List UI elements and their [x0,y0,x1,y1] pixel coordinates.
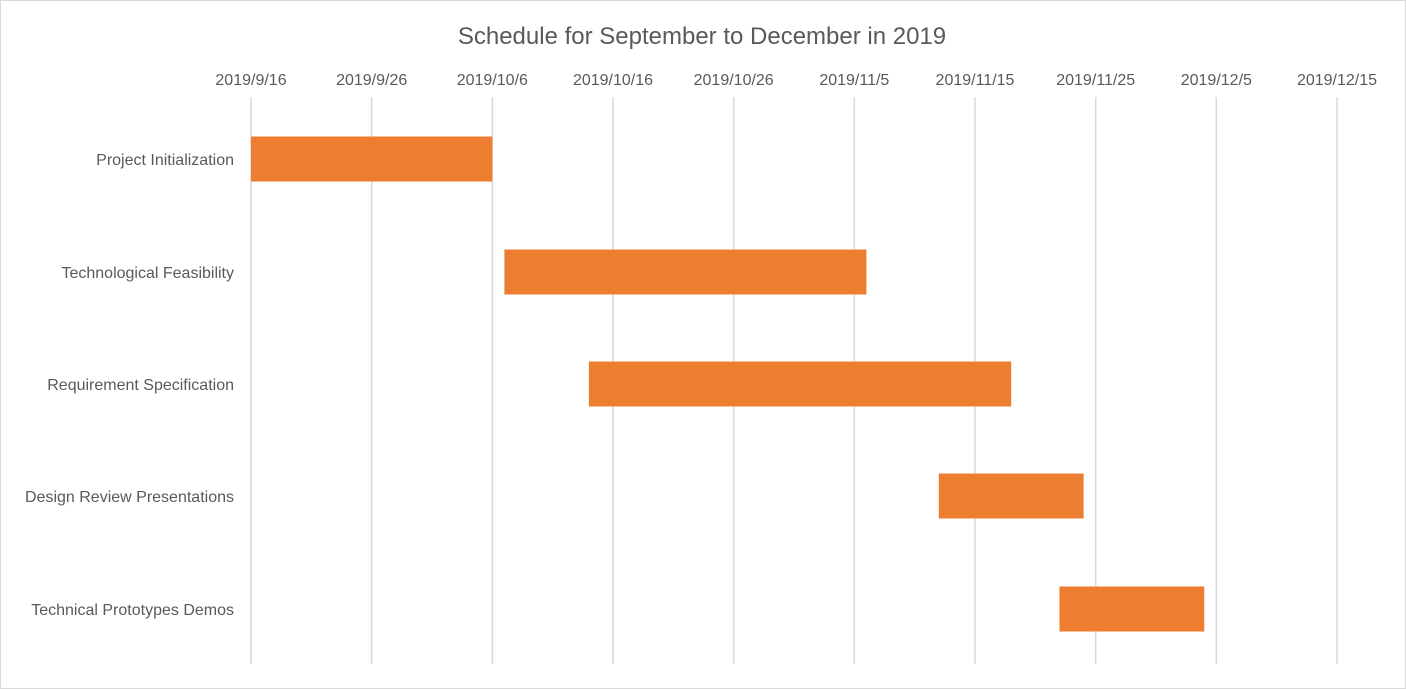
task-bars [251,136,1205,632]
task-bar [1059,586,1205,632]
x-axis-ticks: 2019/9/16 2019/9/26 2019/10/6 2019/10/16 201… [215,72,1377,89]
x-tick-label: 2019/11/25 [1056,72,1135,89]
task-label: Project Initialization [96,152,234,169]
x-tick-label: 2019/12/15 [1297,72,1377,89]
x-tick-label: 2019/10/16 [573,72,653,89]
task-label: Requirement Specification [47,377,234,394]
task-bar [938,473,1084,519]
task-bar [588,361,1012,407]
task-bar [251,136,493,182]
task-label: Design Review Presentations [25,489,234,506]
x-tick-label: 2019/9/26 [336,72,407,89]
grid-lines [250,97,1338,664]
x-tick-label: 2019/11/5 [819,72,889,89]
task-label: Technological Feasibility [61,265,234,282]
x-tick-label: 2019/11/15 [936,72,1015,89]
chart-title: Schedule for September to December in 20… [458,23,946,50]
x-tick-label: 2019/9/16 [215,72,286,89]
task-labels: Project Initialization Technological Feas… [25,152,234,619]
task-bar [504,249,867,295]
x-tick-label: 2019/10/26 [694,72,774,89]
x-tick-label: 2019/12/5 [1181,72,1252,89]
task-label: Technical Prototypes Demos [31,602,234,619]
x-tick-label: 2019/10/6 [457,72,528,89]
